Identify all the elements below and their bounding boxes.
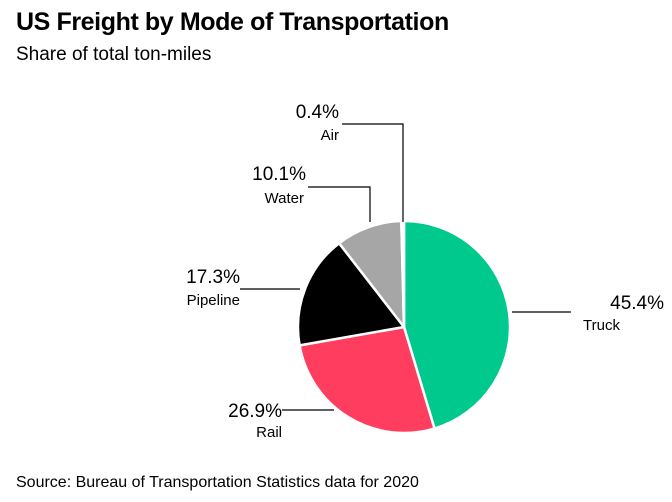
data-label-pipeline-name: Pipeline (187, 292, 240, 309)
callouts: 45.4% Truck 26.9% Rail 17.3% Pipeline 10.1% Wat… (186, 102, 664, 441)
pie-slices (296, 219, 512, 435)
data-label-water-percent: 10.1% (252, 164, 306, 185)
pie-slice-rail (298, 325, 436, 435)
data-label-truck-name: Truck (583, 317, 620, 334)
data-label-air-percent: 0.4% (296, 102, 339, 123)
chart-title: US Freight by Mode of Transportation (16, 8, 449, 36)
data-label-rail-percent: 26.9% (228, 401, 282, 422)
pie-slice-pipeline (296, 241, 406, 347)
data-label-air-name: Air (321, 127, 339, 144)
data-label-truck-percent: 45.4% (610, 293, 664, 314)
leader-line-water (308, 186, 371, 222)
leader-line-air (342, 123, 404, 222)
chart-subtitle: Share of total ton-miles (16, 44, 212, 65)
pie-slice-truck (402, 219, 512, 430)
data-label-pipeline-percent: 17.3% (186, 267, 240, 288)
source-note: Source: Bureau of Transportation Statist… (16, 474, 419, 491)
data-label-rail-name: Rail (256, 424, 282, 441)
data-label-water-name: Water (265, 190, 304, 207)
